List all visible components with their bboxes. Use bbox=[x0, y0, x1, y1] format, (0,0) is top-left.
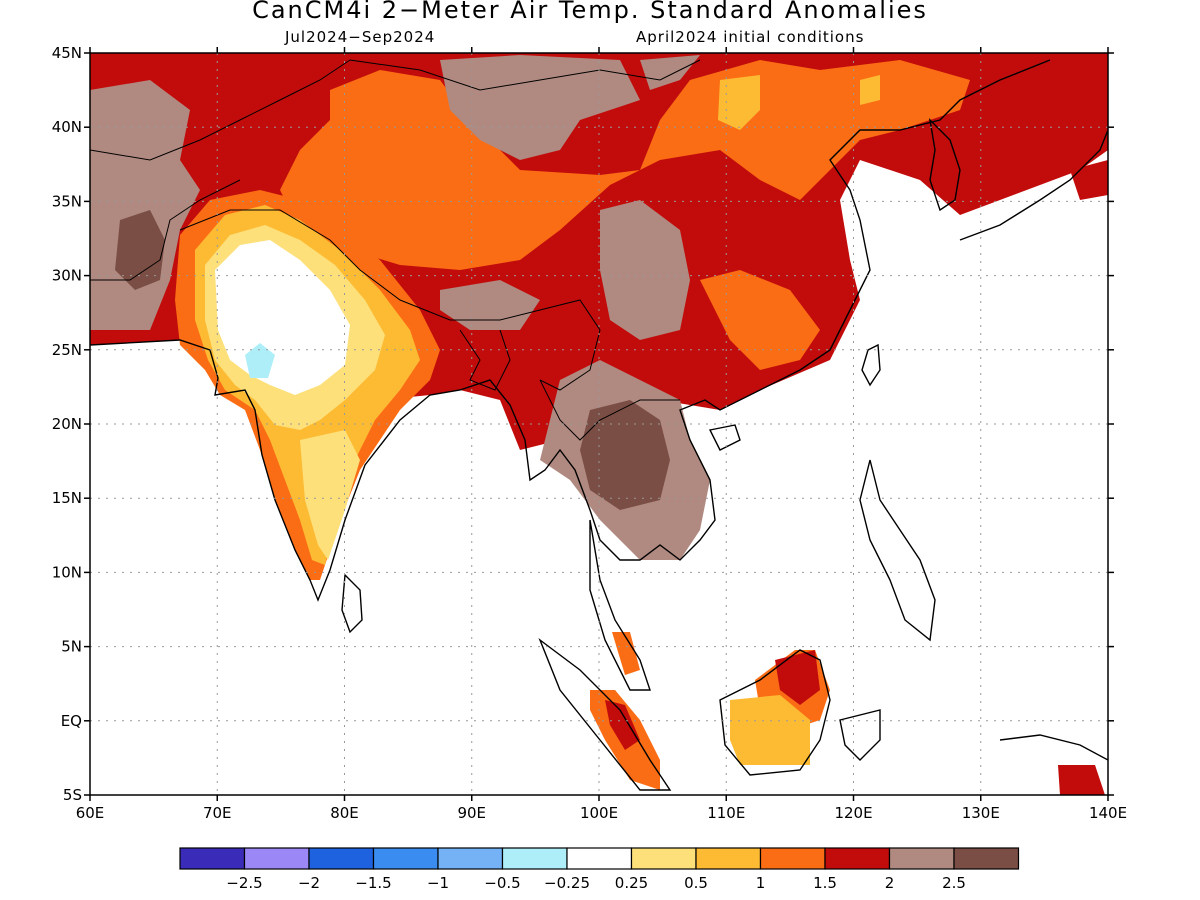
latitude-label: 10N bbox=[52, 563, 82, 581]
colorbar-swatch bbox=[824, 847, 891, 870]
anomaly-region-borneo-light-orange bbox=[730, 695, 810, 765]
border-bangladesh bbox=[459, 329, 511, 391]
malaya-coastline bbox=[589, 519, 651, 691]
anomaly-region-north-brown bbox=[640, 55, 700, 90]
longitude-labels: 60E 70E 80E 90E 100E 110E 120E 130E 140E bbox=[76, 804, 1127, 822]
hainan-coastline bbox=[708, 424, 741, 451]
anomaly-region-china-brown bbox=[600, 200, 690, 340]
anomaly-region-light-orange-east bbox=[860, 75, 880, 105]
colorbar-swatch bbox=[308, 847, 375, 870]
borders bbox=[90, 59, 701, 441]
latitude-label: 25N bbox=[52, 341, 82, 359]
longitude-label: 110E bbox=[707, 804, 745, 822]
border-indochina bbox=[539, 379, 680, 441]
colorbar-swatch bbox=[566, 847, 633, 870]
anomaly-region-orange-southeast bbox=[700, 270, 820, 370]
japan-coastline bbox=[959, 129, 1108, 241]
taiwan-coastline bbox=[861, 343, 881, 387]
anomaly-region-indochina-dark-brown bbox=[580, 400, 670, 510]
map-title: CanCM4i 2−Meter Air Temp. Standard Anoma… bbox=[252, 0, 928, 24]
colorbar-swatch bbox=[501, 847, 568, 870]
sri-lanka-coastline bbox=[341, 573, 363, 634]
latitude-label: EQ bbox=[61, 712, 82, 730]
colorbar: −2.5 −2 −1.5 −1 −0.5 −0.25 0.25 0.5 1 1.5 2 2.5 bbox=[179, 847, 1020, 892]
colorbar-swatch bbox=[437, 847, 504, 870]
longitude-label: 130E bbox=[962, 804, 1000, 822]
border-himalaya bbox=[179, 209, 601, 391]
grid-lines bbox=[90, 53, 1108, 795]
sumatra-coastline bbox=[538, 637, 672, 791]
anomaly-fields bbox=[90, 53, 1108, 795]
longitude-label: 140E bbox=[1089, 804, 1127, 822]
border-mongolia bbox=[349, 59, 701, 91]
longitude-label: 100E bbox=[580, 804, 618, 822]
colorbar-label: −0.5 bbox=[484, 874, 520, 892]
longitude-label: 90E bbox=[457, 804, 486, 822]
latitude-label: 30N bbox=[52, 267, 82, 285]
anomaly-region-sumatra-red bbox=[605, 700, 640, 750]
anomaly-region-malaya-orange bbox=[612, 632, 640, 675]
latitude-label: 35N bbox=[52, 192, 82, 210]
colorbar-swatch bbox=[888, 847, 955, 870]
longitude-label: 60E bbox=[76, 804, 105, 822]
anomaly-region-borneo-red bbox=[775, 650, 820, 705]
anomaly-region-west-dark-brown bbox=[115, 210, 165, 290]
korea-coastline bbox=[928, 117, 961, 212]
borneo-coastline bbox=[719, 649, 831, 776]
border-pakistan-iran bbox=[90, 179, 241, 281]
anomaly-region-tibet-brown bbox=[440, 55, 640, 160]
latitude-label: 40N bbox=[52, 118, 82, 136]
colorbar-swatch bbox=[695, 847, 762, 870]
anomaly-region-himalaya-brown bbox=[440, 280, 540, 330]
colorbar-swatch bbox=[243, 847, 310, 870]
colorbar-label: −0.25 bbox=[544, 874, 590, 892]
colorbar-label: 2 bbox=[885, 874, 895, 892]
colorbar-swatch bbox=[759, 847, 826, 870]
coastlines bbox=[90, 59, 1108, 791]
colorbar-label: −2.5 bbox=[226, 874, 262, 892]
india-coastline bbox=[90, 59, 1051, 602]
colorbar-label: 1.5 bbox=[813, 874, 837, 892]
latitude-label: 15N bbox=[52, 489, 82, 507]
anomaly-region-light-orange-north bbox=[718, 75, 760, 130]
colorbar-label: 0.5 bbox=[684, 874, 708, 892]
longitude-label: 120E bbox=[834, 804, 872, 822]
colorbar-swatch bbox=[953, 847, 1020, 870]
latitude-label: 5N bbox=[61, 638, 82, 656]
latitude-labels: 45N 40N 35N 30N 25N 20N 15N 10N 5N EQ 5S bbox=[52, 44, 82, 804]
longitude-label: 80E bbox=[330, 804, 359, 822]
colorbar-swatch bbox=[372, 847, 439, 870]
border-central-asia bbox=[90, 59, 351, 161]
anomaly-region-india-cyan bbox=[245, 343, 275, 378]
philippines-coastline bbox=[859, 459, 936, 642]
colorbar-label: −2 bbox=[298, 874, 320, 892]
colorbar-swatch bbox=[179, 847, 246, 870]
sulawesi-coastline bbox=[839, 709, 881, 761]
colorbar-label: −1.5 bbox=[355, 874, 391, 892]
colorbar-label: 0.25 bbox=[615, 874, 648, 892]
colorbar-swatch bbox=[630, 847, 697, 870]
axis-ticks bbox=[84, 47, 1114, 801]
colorbar-label: −1 bbox=[427, 874, 449, 892]
new-guinea-coastline bbox=[999, 734, 1108, 761]
latitude-label: 45N bbox=[52, 44, 82, 62]
longitude-label: 70E bbox=[203, 804, 232, 822]
colorbar-label: 2.5 bbox=[942, 874, 966, 892]
anomaly-region-new-guinea-red bbox=[1058, 765, 1105, 795]
latitude-label: 20N bbox=[52, 415, 82, 433]
forecast-period: Jul2024−Sep2024 bbox=[285, 28, 436, 46]
latitude-label: 5S bbox=[63, 786, 82, 804]
initial-conditions: April2024 initial conditions bbox=[636, 28, 865, 46]
colorbar-label: 1 bbox=[756, 874, 766, 892]
